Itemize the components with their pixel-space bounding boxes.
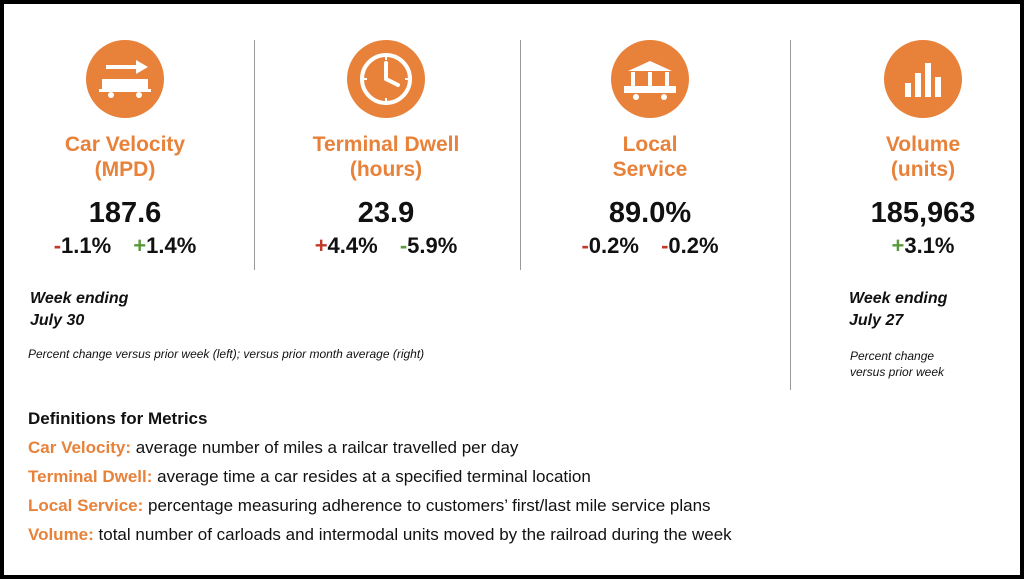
change-vs-prior-week: +3.1% — [891, 233, 955, 258]
metric-title: Volume (units) — [885, 133, 961, 181]
metric-local-service: Local Service 89.0% -0.2% -0.2% — [535, 40, 765, 260]
percent-change-note-right: Percent change versus prior week — [850, 349, 945, 379]
metric-value: 23.9 — [357, 197, 415, 229]
change-vs-prior-week: -1.1% — [53, 233, 112, 258]
divider — [254, 40, 255, 270]
metric-title: Local Service — [612, 133, 688, 181]
definitions-heading: Definitions for Metrics — [28, 409, 208, 428]
change-vs-prior-month: -5.9% — [399, 233, 458, 258]
metric-title: Terminal Dwell (hours) — [312, 133, 460, 181]
change-vs-prior-month: -0.2% — [661, 233, 719, 258]
metric-value: 185,963 — [870, 197, 976, 229]
definition-local-service: Local Service: percentage measuring adhe… — [28, 496, 711, 515]
metrics-panel: Car Velocity (MPD) 187.6 -1.1% +1.4% Ter… — [4, 4, 1020, 575]
change-vs-prior-week: +4.4% — [314, 233, 378, 258]
metric-car-velocity: Car Velocity (MPD) 187.6 -1.1% +1.4% — [10, 40, 240, 260]
terminal-building-icon — [611, 40, 689, 118]
metric-volume: Volume (units) 185,963 +3.1% — [808, 40, 1024, 260]
metric-changes: +3.1% — [808, 232, 1024, 260]
railcar-velocity-icon — [86, 40, 164, 118]
metric-value: 89.0% — [608, 197, 692, 229]
divider — [520, 40, 521, 270]
change-vs-prior-month: +1.4% — [133, 233, 197, 258]
week-ending-right: Week ending July 27 — [849, 290, 948, 329]
metric-changes: -1.1% +1.4% — [10, 232, 240, 260]
change-vs-prior-week: -0.2% — [581, 233, 639, 258]
metric-changes: +4.4% -5.9% — [271, 232, 501, 260]
metric-title: Car Velocity (MPD) — [64, 133, 186, 181]
definition-terminal-dwell: Terminal Dwell: average time a car resid… — [28, 467, 591, 486]
percent-change-note-left: Percent change versus prior week (left);… — [28, 347, 425, 361]
divider — [790, 40, 791, 390]
metric-value: 187.6 — [88, 197, 162, 229]
definition-car-velocity: Car Velocity: average number of miles a … — [28, 438, 519, 457]
metric-terminal-dwell: Terminal Dwell (hours) 23.9 +4.4% -5.9% — [271, 40, 501, 260]
definition-volume: Volume: total number of carloads and int… — [28, 525, 732, 544]
definitions-section: Definitions for Metrics Car Velocity: av… — [28, 406, 988, 548]
bar-chart-icon — [884, 40, 962, 118]
metric-changes: -0.2% -0.2% — [535, 232, 765, 260]
week-ending-left: Week ending July 30 — [30, 290, 129, 329]
clock-icon — [347, 40, 425, 118]
